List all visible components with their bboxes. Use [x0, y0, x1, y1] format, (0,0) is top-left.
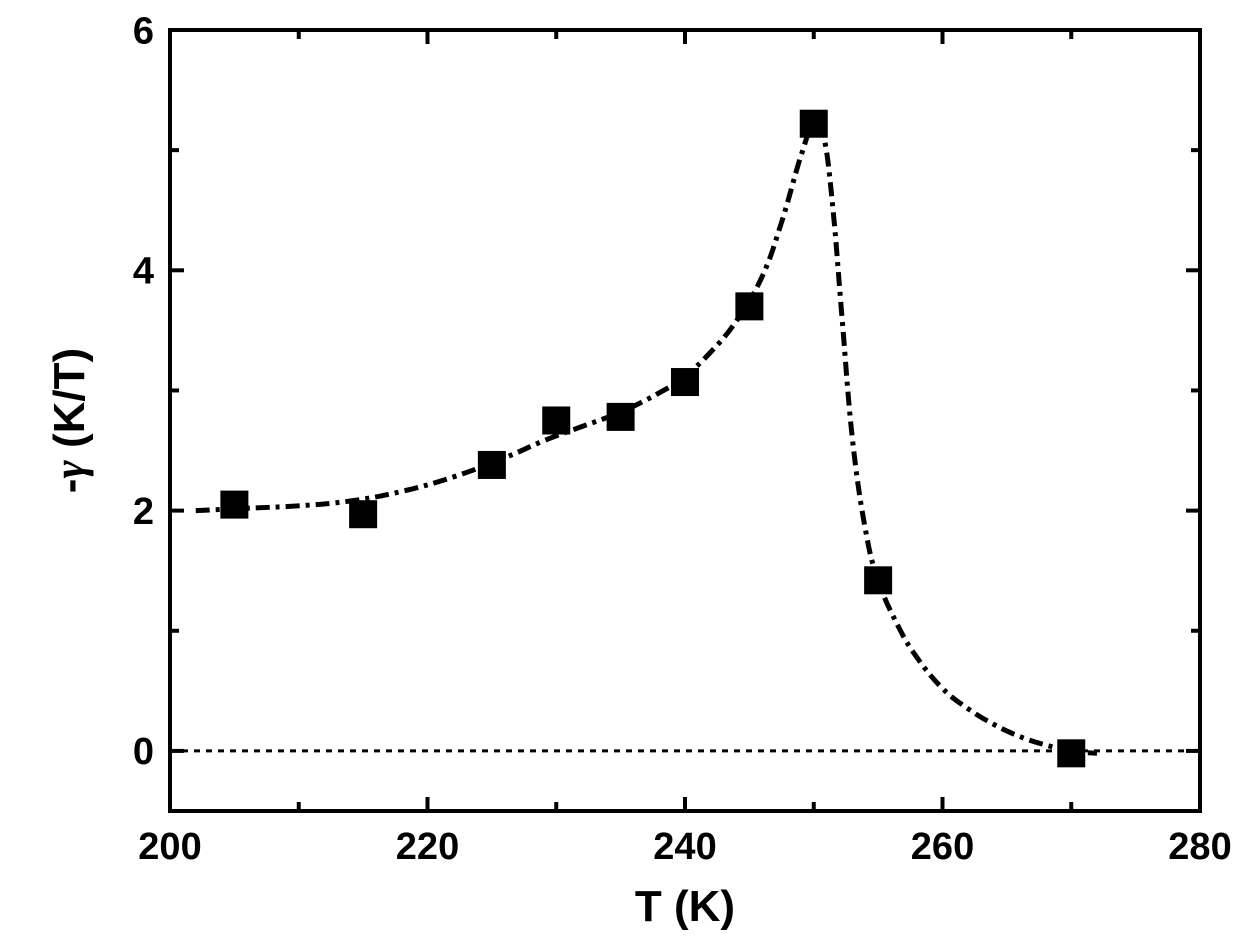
x-tick-label: 260: [911, 826, 974, 868]
x-tick-label: 240: [653, 826, 716, 868]
data-marker: [1057, 739, 1085, 767]
y-tick-label: 2: [133, 491, 154, 533]
data-marker: [607, 403, 635, 431]
data-marker: [349, 500, 377, 528]
data-marker: [735, 292, 763, 320]
chart-svg: 200 220 240 260 280 T (K) 0 2 4 6 -γ (K/T): [0, 0, 1240, 951]
chart-container: 200 220 240 260 280 T (K) 0 2 4 6 -γ (K/T): [0, 0, 1240, 951]
y-axis-label: -γ (K/T): [45, 348, 94, 493]
data-marker: [864, 566, 892, 594]
data-marker: [800, 110, 828, 138]
y-tick-label: 0: [133, 731, 154, 773]
data-marker: [542, 407, 570, 435]
x-tick-label: 280: [1168, 826, 1231, 868]
y-tick-label: 4: [133, 251, 154, 293]
x-tick-label: 200: [138, 826, 201, 868]
x-axis-label: T (K): [635, 882, 735, 931]
data-marker: [478, 451, 506, 479]
data-marker: [220, 491, 248, 519]
x-tick-label: 220: [396, 826, 459, 868]
data-marker: [671, 368, 699, 396]
y-tick-label: 6: [133, 10, 154, 52]
